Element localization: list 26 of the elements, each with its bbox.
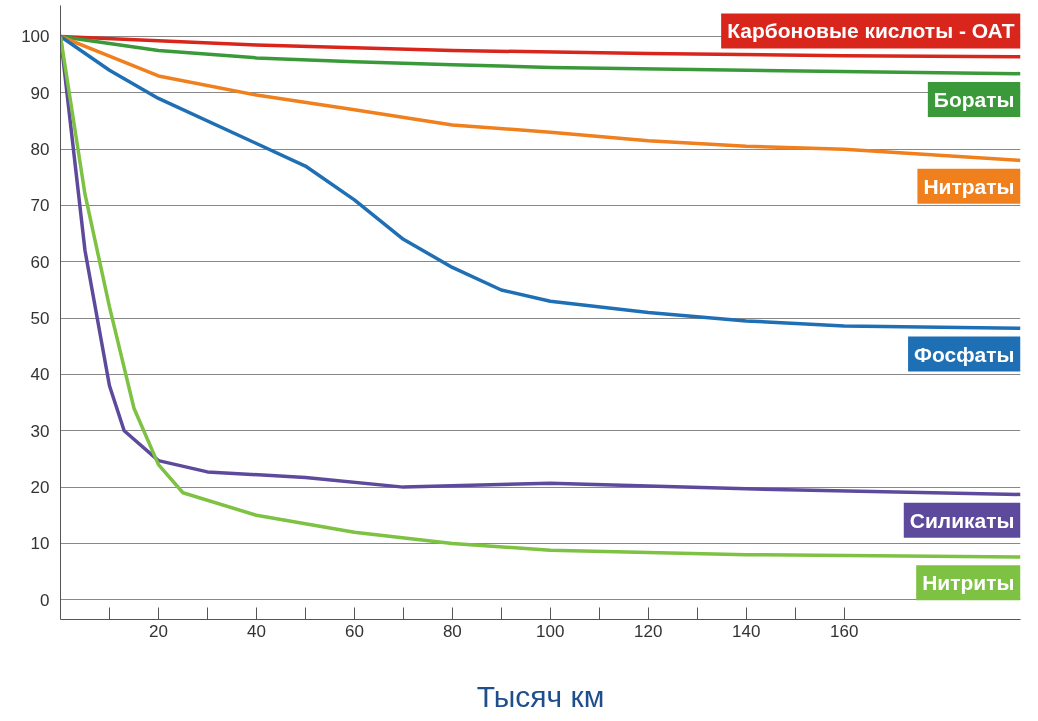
y-tick-label: 0 xyxy=(40,590,50,610)
x-tick-label: 80 xyxy=(442,621,462,641)
x-tick-label: 100 xyxy=(536,621,565,641)
y-tick-label: 60 xyxy=(30,252,50,272)
series-label: Фосфаты xyxy=(914,342,1015,366)
series-label: Карбоновые кислоты - ОАТ xyxy=(727,19,1015,43)
y-tick-label: 70 xyxy=(30,196,50,216)
series-label: Силикаты xyxy=(909,508,1015,532)
series-label: Бораты xyxy=(933,87,1015,111)
x-tick-label: 120 xyxy=(634,621,663,641)
x-tick-label: 140 xyxy=(732,621,761,641)
series-label: Нитраты xyxy=(923,174,1015,198)
x-tick-label: 60 xyxy=(344,621,364,641)
y-tick-label: 20 xyxy=(30,478,50,498)
y-tick-label: 80 xyxy=(30,140,50,160)
y-tick-label: 30 xyxy=(30,421,50,441)
x-axis-title: Тысяч км xyxy=(476,679,605,713)
y-tick-label: 90 xyxy=(30,83,50,103)
y-tick-label: 100 xyxy=(21,27,50,47)
y-tick-label: 50 xyxy=(30,309,50,329)
y-tick-label: 10 xyxy=(30,534,50,554)
series-label: Нитриты xyxy=(922,571,1015,595)
x-tick-label: 20 xyxy=(149,621,168,641)
x-tick-label: 40 xyxy=(246,621,266,641)
y-tick-label: 40 xyxy=(30,365,50,385)
x-tick-label: 160 xyxy=(829,621,859,641)
